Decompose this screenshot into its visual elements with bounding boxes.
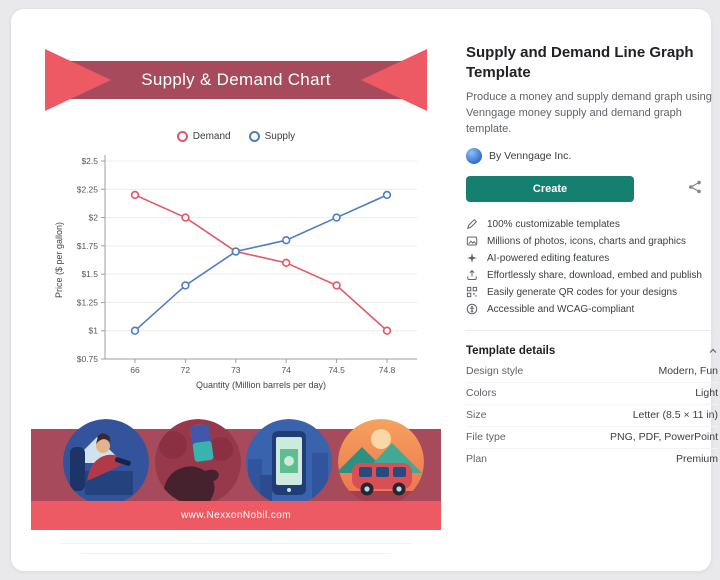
svg-text:$1: $1 [89,326,99,336]
detail-row-design-style: Design style Modern, Fun [466,361,718,383]
svg-text:Price ($ per gallon): Price ($ per gallon) [54,222,64,298]
detail-label: Size [466,409,487,422]
feature-row: Accessible and WCAG-compliant [466,301,718,318]
feature-row: Millions of photos, icons, charts and gr… [466,233,718,250]
legend-label-demand: Demand [192,131,231,142]
byline-text: By Venngage Inc. [489,149,572,162]
supply-demand-line-chart: $0.75 $1 $1.25 $1.5 $1.75 $2 $2.25 $2.5 66 72 73 74… [54,155,417,390]
svg-text:$1.5: $1.5 [81,269,98,279]
feature-label: Easily generate QR codes for your design… [487,286,678,298]
pencil-icon [466,218,478,230]
svg-text:74.8: 74.8 [379,365,396,375]
feature-row: AI-powered editing features [466,250,718,267]
detail-value: Premium [675,453,718,466]
ribbon-tail-left-icon [45,49,111,111]
template-preview: Supply & Demand Chart Demand Supply $0.7… [31,31,441,556]
qr-code-icon [466,286,478,298]
legend-item-demand: Demand [176,131,231,142]
create-button[interactable]: Create [466,175,634,202]
photos-icon [466,235,478,247]
svg-text:72: 72 [181,365,191,375]
feature-label: Accessible and WCAG-compliant [487,303,635,315]
detail-value: Modern, Fun [658,365,718,378]
gas-attendant-illustration-icon [63,419,149,505]
demand-marker-icon [176,131,188,142]
template-description: Produce a money and supply demand graph … [466,91,712,135]
byline[interactable]: By Venngage Inc. [466,147,718,164]
chevron-up-icon [708,346,718,356]
detail-label: File type [466,431,506,444]
next-page-hint [81,553,391,554]
website-url: www.NexxonNobil.com [181,510,291,521]
banner-title: Supply & Demand Chart [141,70,331,89]
feature-label: 100% customizable templates [487,218,620,230]
detail-row-colors: Colors Light [466,383,718,405]
detail-row-file-type: File type PNG, PDF, PowerPoint [466,427,718,449]
detail-value: Light [695,387,718,400]
supply-marker-icon [248,131,260,142]
feature-label: Effortlessly share, download, embed and … [487,269,702,281]
venngage-avatar [466,147,482,164]
hand-credit-card-illustration-icon [155,419,241,505]
share-upload-icon [466,269,478,281]
phone-money-illustration-icon [246,419,332,505]
svg-text:Quantity (Million barrels per: Quantity (Million barrels per day) [196,380,326,390]
template-page-card: Supply & Demand Chart Demand Supply $0.7… [10,8,718,572]
feature-label: Millions of photos, icons, charts and gr… [487,235,686,247]
share-icon [689,181,701,194]
svg-text:74: 74 [281,365,291,375]
svg-text:$1.25: $1.25 [77,297,99,307]
legend-item-supply: Supply [248,131,296,142]
ribbon-tail-right-icon [361,49,427,111]
next-page-hint [61,543,411,544]
template-details-table: Design style Modern, Fun Colors Light Si… [466,361,718,470]
template-details-toggle[interactable]: Template details [466,341,718,361]
legend-label-supply: Supply [264,131,296,142]
detail-row-plan: Plan Premium [466,449,718,470]
feature-list: 100% customizable templates Millions of … [466,216,718,318]
svg-text:$1.75: $1.75 [77,241,99,251]
ribbon-banner: Supply & Demand Chart [45,49,427,111]
banner-band: Supply & Demand Chart [65,61,407,99]
detail-value: Letter (8.5 × 11 in) [632,409,718,422]
website-strip: www.NexxonNobil.com [31,501,441,530]
cta-row: Create [466,175,718,202]
svg-text:66: 66 [130,365,140,375]
svg-text:73: 73 [231,365,241,375]
svg-text:$2.25: $2.25 [77,184,99,194]
van-sunset-illustration-icon [338,419,424,505]
chart-legend: Demand Supply [31,131,441,142]
detail-value: PNG, PDF, PowerPoint [610,431,718,444]
detail-label: Colors [466,387,497,400]
accessibility-icon [466,303,478,315]
ai-sparkle-icon [466,252,478,264]
share-button[interactable] [686,178,704,199]
feature-row: 100% customizable templates [466,216,718,233]
feature-label: AI-powered editing features [487,252,610,264]
svg-text:$2.5: $2.5 [81,156,98,166]
feature-row: Effortlessly share, download, embed and … [466,267,718,284]
detail-label: Plan [466,453,488,466]
feature-row: Easily generate QR codes for your design… [466,284,718,301]
section-divider [466,329,718,331]
template-details-title: Template details [466,344,556,357]
page-title: Supply and Demand Line Graph Template [466,44,694,81]
detail-label: Design style [466,365,524,378]
detail-row-size: Size Letter (8.5 × 11 in) [466,405,718,427]
info-panel: Supply and Demand Line Graph Template Pr… [466,43,718,470]
svg-text:$2: $2 [89,213,99,223]
svg-text:74.5: 74.5 [328,365,345,375]
svg-text:$0.75: $0.75 [77,354,99,364]
